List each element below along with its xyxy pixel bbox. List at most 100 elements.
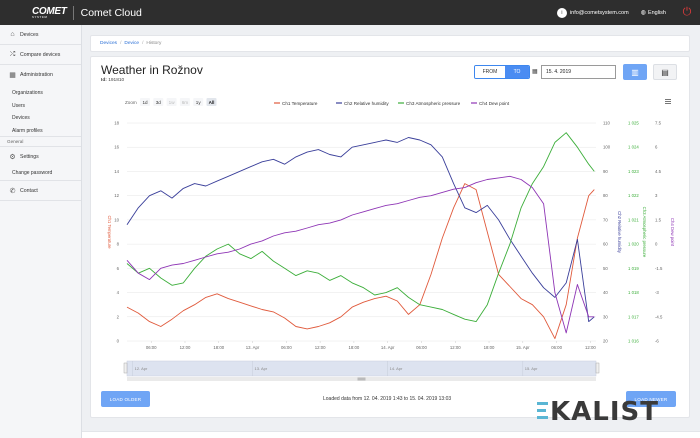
section-general: General: [0, 137, 81, 147]
language-label: English: [647, 9, 666, 16]
y-tick-dew: 4.5: [655, 169, 662, 174]
zoom-option-bg[interactable]: [166, 98, 177, 106]
scrollbar-thumb[interactable]: [357, 377, 366, 381]
navigator-tick-label: 13. Apr: [255, 366, 268, 371]
y-tick-temp: 16: [114, 145, 119, 150]
x-tick-label: 14. Apr: [381, 345, 395, 350]
to-button[interactable]: TO: [505, 66, 529, 78]
x-tick-label: 06:00: [416, 345, 427, 350]
y-tick-press: 1 024: [628, 145, 639, 150]
language-selector[interactable]: ◍ English: [640, 9, 666, 17]
breadcrumb-devices[interactable]: Devices: [100, 41, 118, 46]
y-tick-temp: 2: [117, 314, 120, 319]
gear-icon: ⚙: [9, 154, 16, 161]
y-tick-hum: 80: [603, 193, 608, 198]
zoom-option-6m[interactable]: 6m: [182, 100, 189, 105]
sidebar-item-users[interactable]: Users: [12, 102, 26, 109]
table-view-button[interactable]: ▤: [653, 64, 677, 80]
page-title: Weather in Rožnov: [101, 63, 203, 77]
zoom-option-1d[interactable]: 1d: [142, 100, 148, 105]
x-tick-label: 15. Apr: [516, 345, 530, 350]
series-line[interactable]: [126, 132, 595, 323]
watermark-text: KALIST: [550, 397, 659, 425]
y-tick-temp: 6: [117, 266, 120, 271]
zoom-option-bg[interactable]: [193, 98, 204, 106]
sidebar-item-administration[interactable]: ▦ Administration: [9, 72, 53, 79]
x-tick-label: 12:00: [180, 345, 191, 350]
from-button[interactable]: FROM: [475, 66, 505, 78]
y-tick-temp: 0: [117, 339, 120, 344]
series-line[interactable]: [126, 183, 595, 340]
zoom-option-3d[interactable]: 3d: [156, 100, 162, 105]
breadcrumb-current: History: [146, 41, 162, 46]
y-tick-hum: 20: [603, 339, 608, 344]
user-avatar[interactable]: i: [556, 7, 567, 18]
x-tick-label: 12:00: [315, 345, 326, 350]
y-tick-hum: 60: [603, 242, 608, 247]
series-line[interactable]: [126, 137, 595, 323]
zoom-option-All[interactable]: All: [209, 100, 215, 105]
legend-item[interactable]: Ch4 Dew point: [479, 101, 510, 106]
y-tick-temp: 4: [117, 290, 120, 295]
kalist-watermark: KALIST: [537, 397, 659, 425]
legend-item[interactable]: Ch2 Relative humidity: [344, 101, 389, 106]
load-older-button[interactable]: LOAD OLDER: [101, 391, 150, 407]
chart-svg[interactable]: Zoom 1d 3d 1w 6m 1y All Ch1 Temperature Ch2 Rela…: [91, 93, 691, 383]
menu-icon[interactable]: [665, 99, 671, 100]
zoom-option-bg[interactable]: [179, 98, 190, 106]
y-tick-dew: -3: [655, 290, 659, 295]
history-chart[interactable]: Zoom 1d 3d 1w 6m 1y All Ch1 Temperature Ch2 Rela…: [91, 93, 691, 383]
y-tick-press: 1 020: [628, 242, 639, 247]
x-tick-label: 18:00: [213, 345, 224, 350]
top-bar: COMET SYSTEM Comet Cloud i info@cometsys…: [0, 0, 700, 25]
sidebar-item-alarm-profiles[interactable]: Alarm profiles: [0, 125, 81, 137]
navigator-handle-right[interactable]: [595, 362, 600, 374]
zoom-option-1y[interactable]: 1y: [196, 100, 202, 105]
y-tick-hum: 110: [603, 121, 610, 126]
sidebar-item-contact[interactable]: ✆ Contact: [0, 181, 81, 201]
sidebar-item-organizations[interactable]: Organizations: [12, 90, 43, 96]
loaded-range-text: Loaded data from 12. 04. 2019 1:43 to 15…: [323, 396, 452, 402]
legend-item[interactable]: Ch1 Temperature: [282, 101, 318, 106]
x-tick-label: 12:00: [585, 345, 596, 350]
calendar-icon[interactable]: ▦: [532, 69, 538, 75]
y-tick-hum: 50: [603, 266, 608, 271]
sidebar-item-devices[interactable]: ⌂ Devices: [0, 25, 81, 45]
sidebar-item-admin-devices[interactable]: Devices: [12, 115, 30, 121]
table-icon: ▤: [661, 67, 669, 77]
zoom-label: Zoom: [125, 100, 137, 105]
y-tick-press: 1 016: [628, 339, 639, 344]
sidebar-item-settings[interactable]: ⚙ Settings: [9, 154, 39, 161]
shuffle-icon: ⤮: [9, 50, 16, 58]
load-newer-button[interactable]: LOAD NEWER: [626, 391, 676, 407]
navigator-tick-label: 14. Apr: [390, 366, 403, 371]
bar-chart-icon: ▥: [631, 67, 639, 77]
phone-icon: ✆: [9, 187, 16, 195]
series-line[interactable]: [126, 175, 595, 334]
sidebar-item-change-password[interactable]: Change password: [0, 167, 81, 181]
zoom-option-bg[interactable]: [206, 98, 217, 106]
zoom-option-bg[interactable]: [140, 98, 150, 106]
chart-view-button[interactable]: ▥: [623, 64, 647, 80]
user-email[interactable]: info@cometsystem.com: [569, 9, 629, 16]
axis-title-hum: Ch2 Relative humidity: [617, 211, 622, 254]
y-tick-hum: 40: [603, 290, 608, 295]
logout-button[interactable]: ⏻: [680, 6, 694, 20]
y-tick-temp: 12: [114, 193, 119, 198]
sidebar: ⌂ Devices ⤮ Compare devices ▦ Administra…: [0, 25, 82, 438]
zoom-option-bg[interactable]: [153, 98, 164, 106]
y-tick-temp: 14: [114, 169, 119, 174]
sidebar-item-compare-devices[interactable]: ⤮ Compare devices: [0, 45, 81, 65]
navigator-handle-left[interactable]: [123, 362, 128, 374]
date-input[interactable]: [541, 65, 616, 79]
zoom-option-1w[interactable]: 1w: [169, 100, 176, 105]
x-tick-label: 06:00: [146, 345, 157, 350]
y-tick-temp: 8: [117, 242, 120, 247]
comet-logo[interactable]: COMET SYSTEM: [32, 6, 67, 19]
globe-icon: ◍: [640, 10, 646, 16]
breadcrumb-device[interactable]: Device: [124, 41, 140, 46]
y-tick-press: 1 025: [628, 121, 639, 126]
legend-item[interactable]: Ch3 Atmospheric pressure: [406, 101, 461, 106]
y-tick-dew: 0: [655, 242, 658, 247]
x-tick-label: 06:00: [281, 345, 292, 350]
